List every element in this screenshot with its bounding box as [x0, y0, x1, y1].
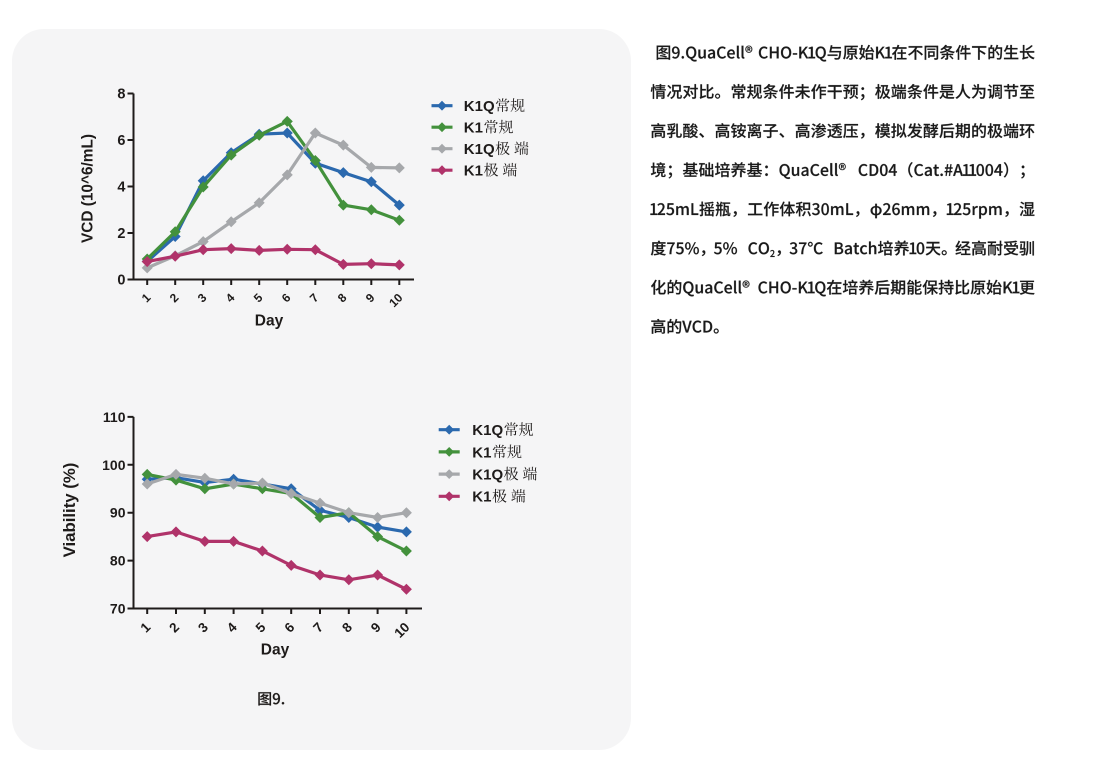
svg-text:Day: Day	[261, 642, 290, 659]
svg-text:K1: K1	[472, 489, 491, 506]
svg-text:80: 80	[110, 553, 126, 569]
svg-text:110: 110	[103, 409, 126, 425]
svg-text:VCD (10^6/mL): VCD (10^6/mL)	[80, 134, 97, 243]
svg-text:K1Q: K1Q	[472, 422, 503, 439]
svg-text:K1Q: K1Q	[464, 98, 495, 115]
svg-text:0: 0	[117, 273, 125, 289]
svg-text:70: 70	[110, 601, 126, 617]
svg-text:K1Q: K1Q	[464, 141, 495, 158]
svg-text:100: 100	[102, 457, 126, 473]
svg-text:90: 90	[110, 505, 126, 521]
svg-text:K1: K1	[464, 120, 483, 137]
svg-text:8: 8	[117, 87, 125, 103]
svg-text:K1: K1	[464, 163, 483, 180]
svg-text:K1Q: K1Q	[472, 467, 503, 484]
svg-text:Viability (%): Viability (%)	[60, 463, 79, 558]
svg-text:K1: K1	[472, 444, 491, 461]
svg-text:6: 6	[117, 133, 125, 149]
svg-text:4: 4	[117, 180, 125, 196]
svg-text:Day: Day	[255, 313, 284, 330]
svg-text:2: 2	[117, 226, 125, 242]
